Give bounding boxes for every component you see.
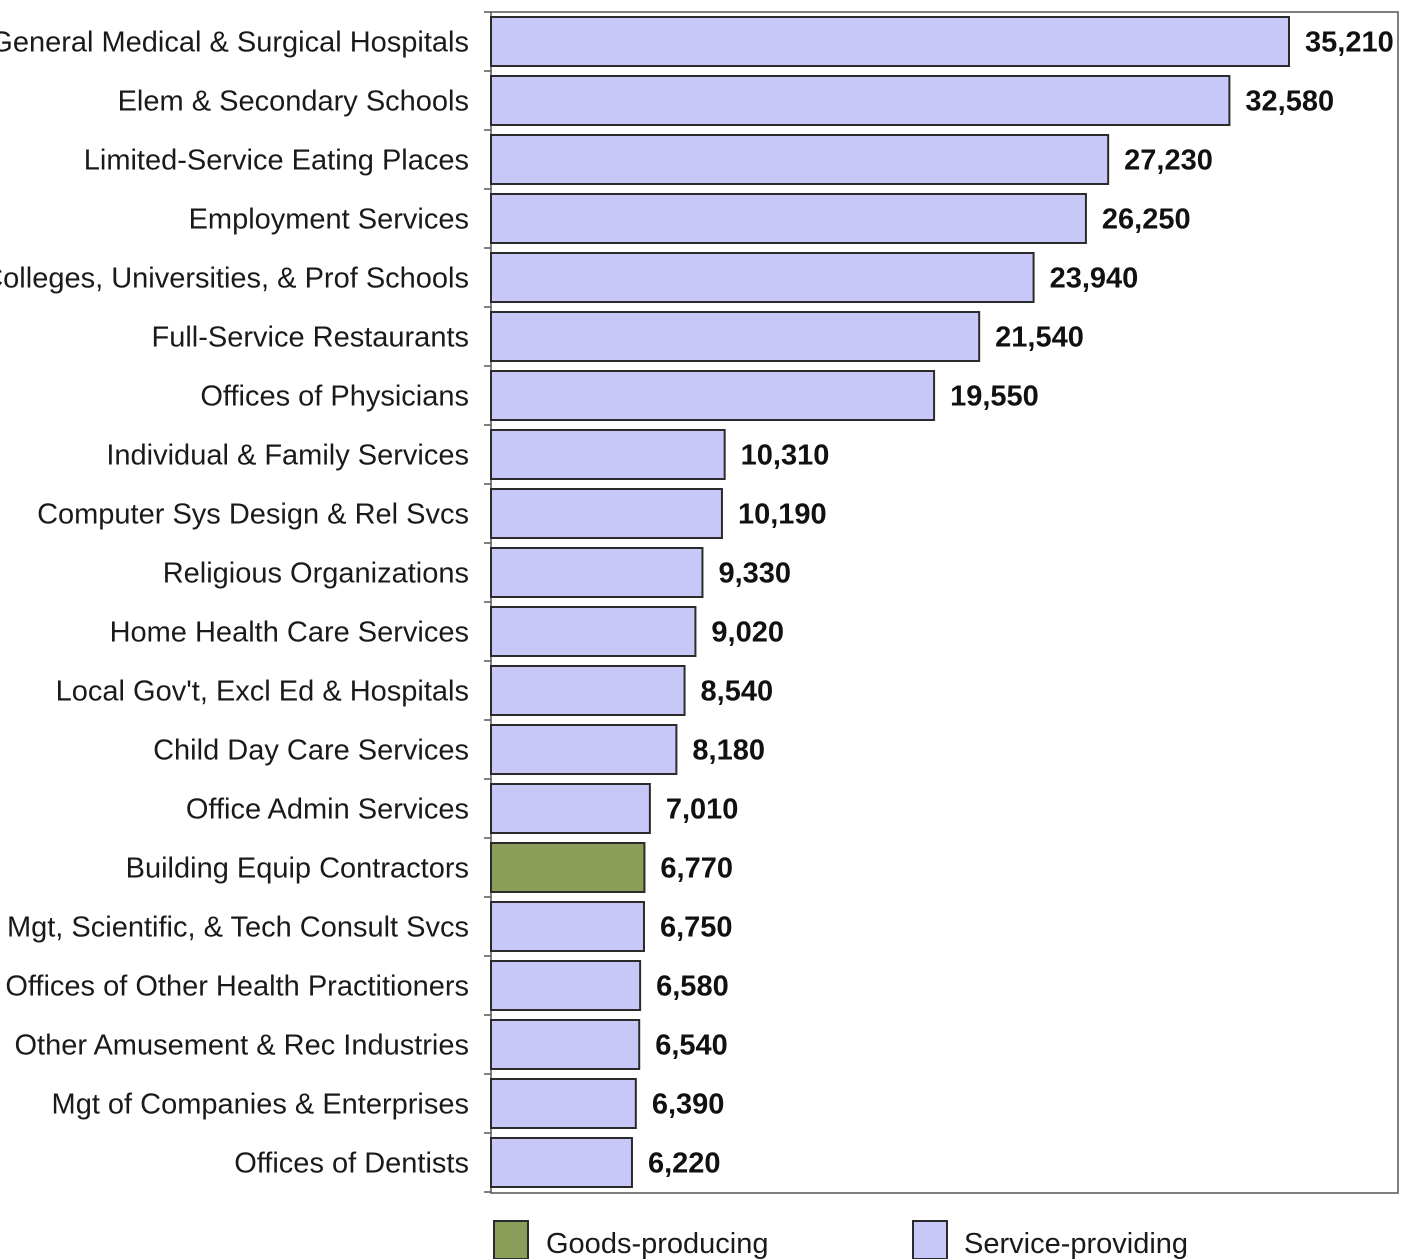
value-label: 21,540	[995, 322, 1084, 354]
bar	[490, 901, 645, 952]
value-label: 27,230	[1124, 145, 1213, 177]
bar	[490, 252, 1035, 303]
category-label: Elem & Secondary Schools	[118, 86, 469, 118]
value-label: 19,550	[950, 381, 1039, 413]
plot-frame	[490, 11, 1399, 1194]
category-label: Limited-Service Eating Places	[84, 145, 469, 177]
category-label: Mgt, Scientific, & Tech Consult Svcs	[7, 912, 469, 944]
bar	[490, 547, 704, 598]
category-label: Offices of Other Health Practitioners	[5, 971, 469, 1003]
value-label: 10,310	[741, 440, 830, 472]
category-label: Employment Services	[189, 204, 469, 236]
category-label: Full-Service Restaurants	[152, 322, 470, 354]
value-label: 9,020	[711, 617, 784, 649]
bar	[490, 960, 642, 1011]
value-label: 6,220	[648, 1148, 721, 1180]
value-label: 6,390	[652, 1089, 725, 1121]
bar	[490, 488, 723, 539]
bar	[490, 1137, 633, 1188]
category-label: Other Amusement & Rec Industries	[14, 1030, 469, 1062]
bar	[490, 665, 686, 716]
value-label: 32,580	[1245, 86, 1334, 118]
legend-label: Goods-producing	[546, 1228, 768, 1259]
category-label: Home Health Care Services	[110, 617, 469, 649]
value-label: 6,580	[656, 971, 729, 1003]
bar	[490, 370, 936, 421]
value-label: 8,540	[701, 676, 774, 708]
bar	[490, 724, 678, 775]
category-label: Child Day Care Services	[153, 735, 469, 767]
bar	[490, 134, 1110, 185]
bar	[490, 429, 726, 480]
category-label: Offices of Physicians	[200, 381, 469, 413]
category-label: Office Admin Services	[186, 794, 469, 826]
value-label: 6,540	[655, 1030, 728, 1062]
category-label: Offices of Dentists	[234, 1148, 469, 1180]
value-label: 7,010	[666, 794, 739, 826]
category-label: Religious Organizations	[163, 558, 469, 590]
bar	[490, 311, 981, 362]
bar	[490, 606, 697, 657]
category-label: Computer Sys Design & Rel Svcs	[37, 499, 469, 531]
value-label: 6,770	[660, 853, 733, 885]
bar	[490, 1078, 637, 1129]
bar	[490, 75, 1231, 126]
category-label: General Medical & Surgical Hospitals	[0, 27, 469, 59]
value-label: 9,330	[718, 558, 791, 590]
legend-label: Service-providing	[964, 1228, 1188, 1259]
bar	[490, 842, 646, 893]
value-label: 26,250	[1102, 204, 1191, 236]
legend-swatch	[912, 1220, 948, 1259]
category-label: Mgt of Companies & Enterprises	[52, 1089, 469, 1121]
value-label: 10,190	[738, 499, 827, 531]
bar	[490, 193, 1087, 244]
category-label: Local Gov't, Excl Ed & Hospitals	[56, 676, 469, 708]
category-label: Individual & Family Services	[106, 440, 469, 472]
value-label: 6,750	[660, 912, 733, 944]
bar	[490, 783, 651, 834]
legend-swatch	[493, 1220, 529, 1259]
bar	[490, 1019, 641, 1070]
value-label: 8,180	[692, 735, 765, 767]
bar	[490, 16, 1290, 67]
category-label: Colleges, Universities, & Prof Schools	[0, 263, 469, 295]
category-label: Building Equip Contractors	[126, 853, 469, 885]
value-label: 35,210	[1305, 27, 1394, 59]
value-label: 23,940	[1050, 263, 1139, 295]
